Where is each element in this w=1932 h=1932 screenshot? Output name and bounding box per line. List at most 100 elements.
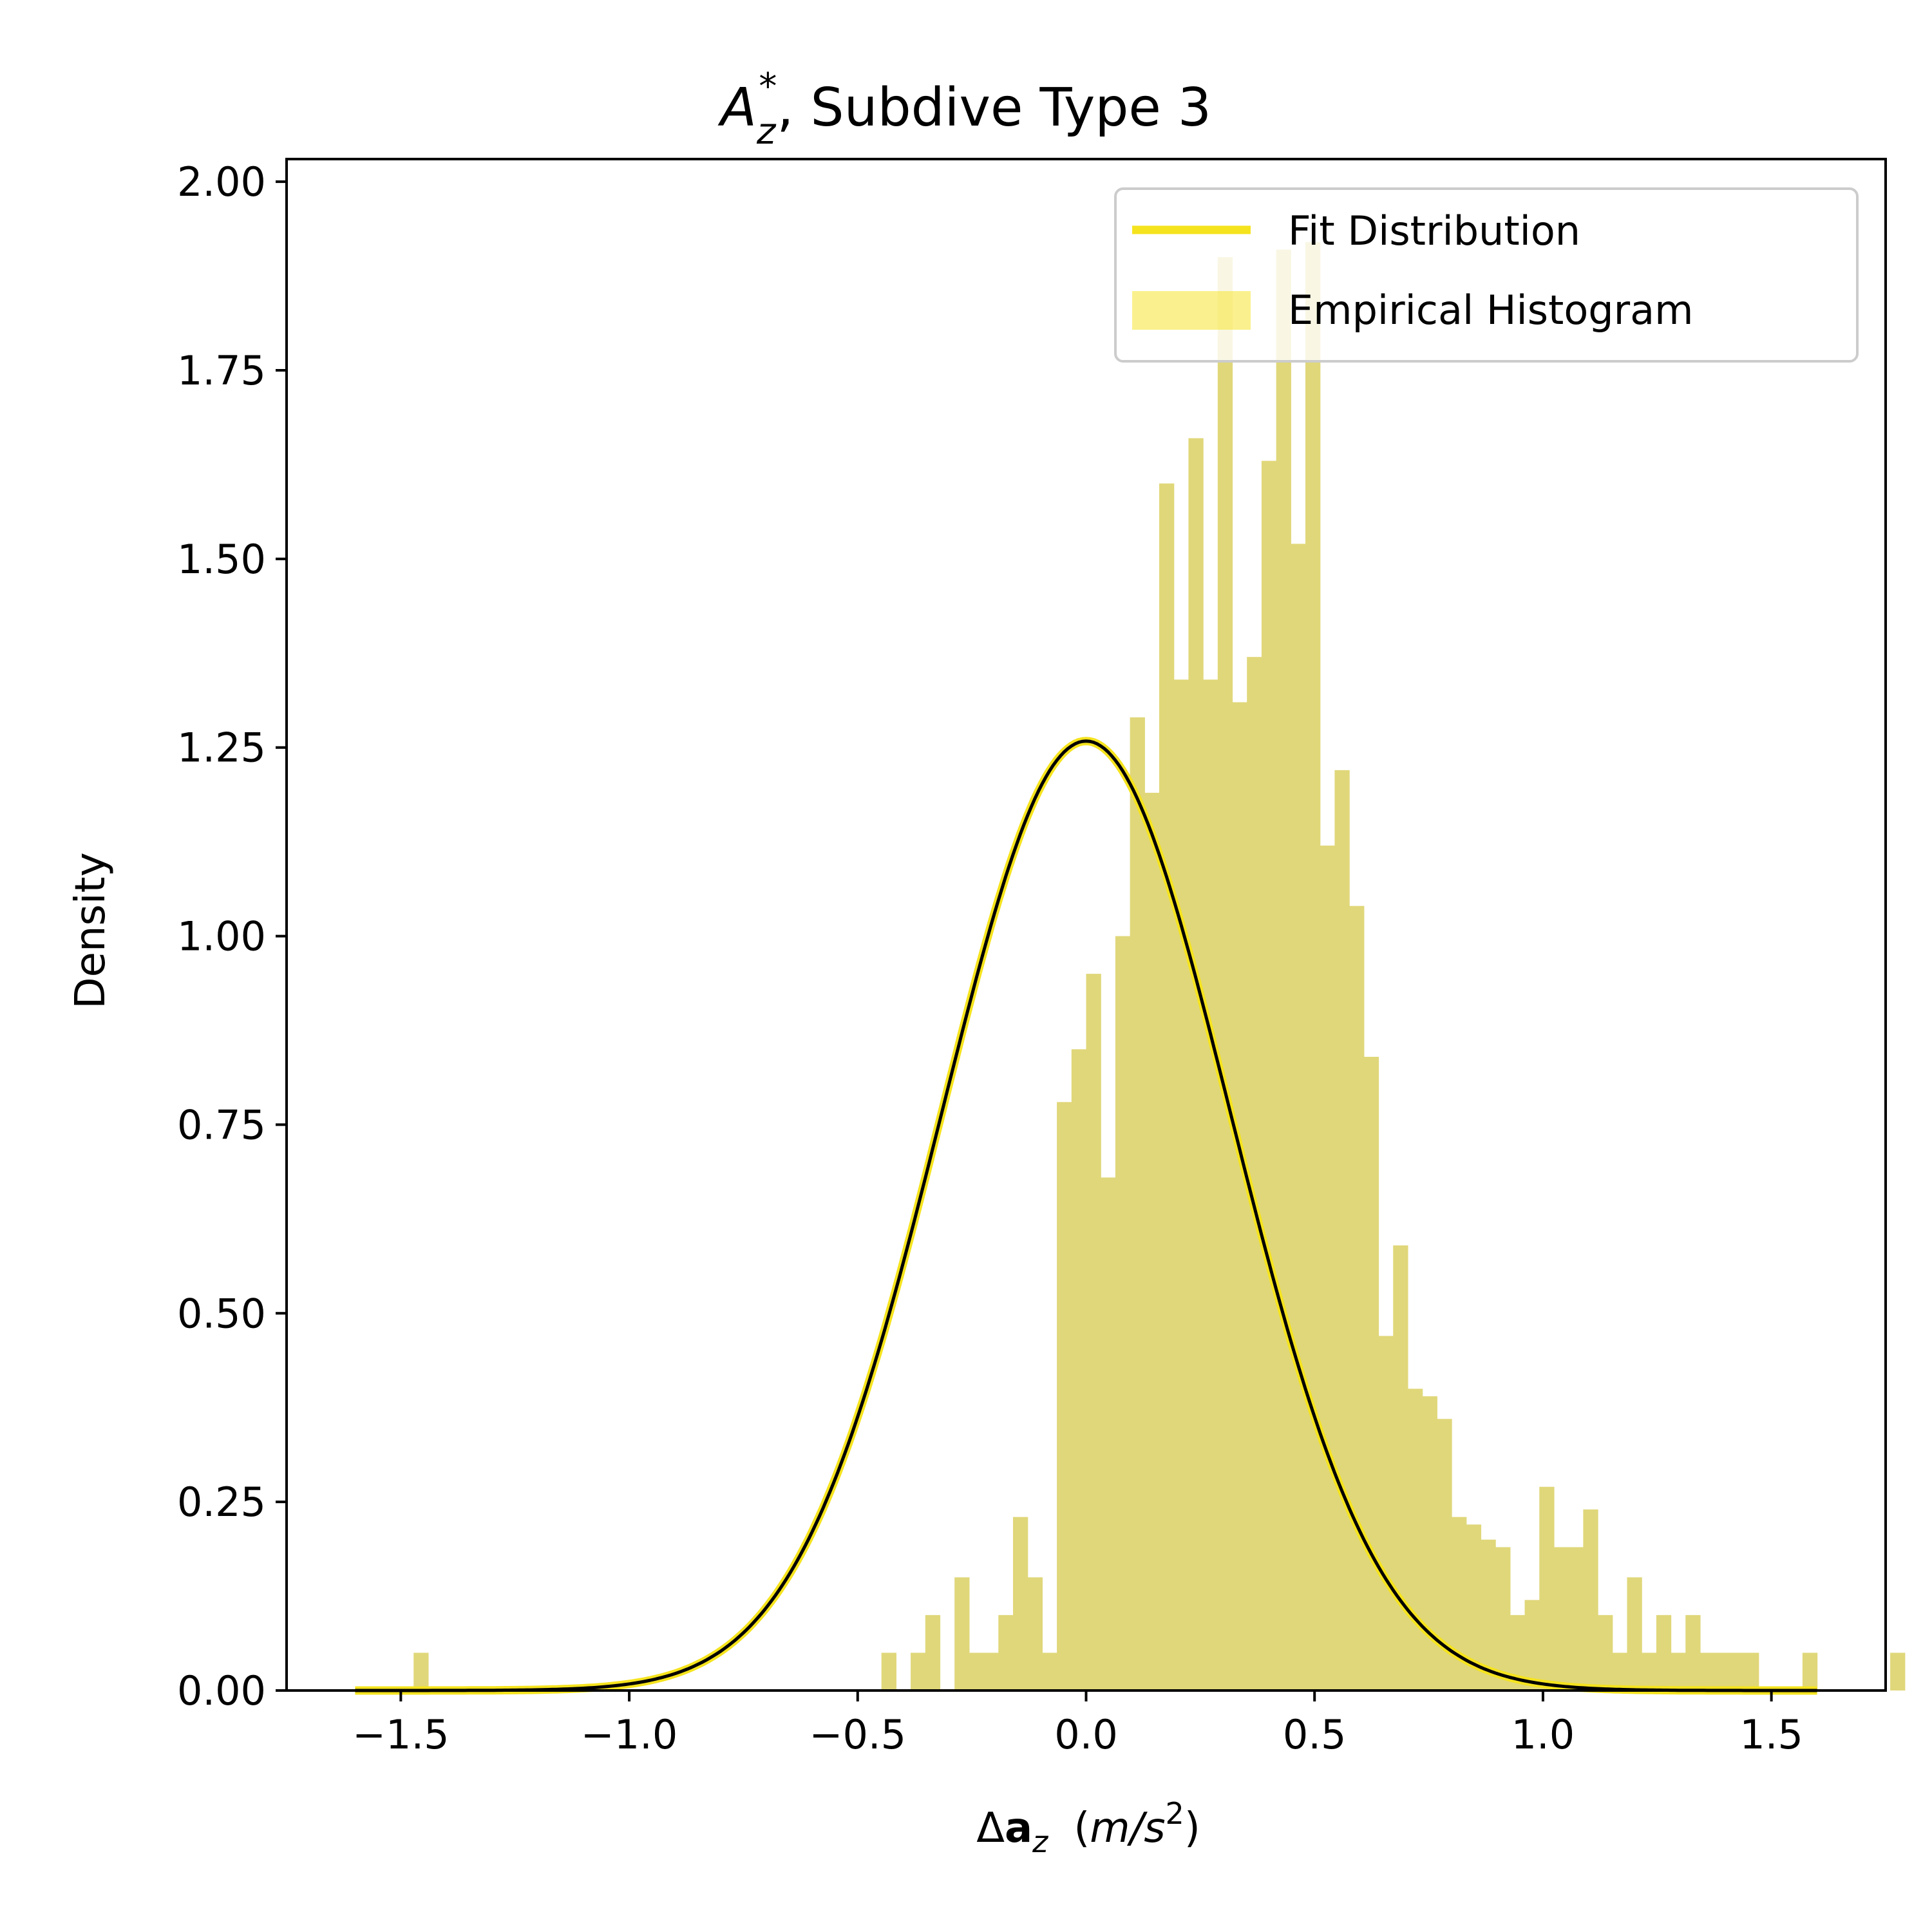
fit-curve-black [355,739,1817,1692]
histogram-bar [1276,249,1291,1690]
histogram-bar [1642,1653,1657,1690]
y-tick-label: 1.00 [177,913,266,960]
histogram-bar [1452,1517,1467,1690]
x-tick-label: 1.5 [1739,1711,1803,1758]
histogram-bar [1144,793,1160,1690]
xlabel-unit-open: ( [1074,1804,1090,1852]
xlabel-prefix: Δ [976,1804,1005,1852]
histogram-bar [954,1577,970,1690]
histogram-bar [1656,1615,1672,1690]
title-sup: * [759,66,777,108]
histogram-bar [1422,1396,1437,1690]
y-axis-label: Density [67,852,115,1009]
histogram-bar [983,1653,999,1690]
y-tick-label: 0.00 [177,1667,266,1714]
histogram-bar [1101,1177,1116,1690]
histogram-bar [1188,438,1204,1690]
histogram-bar [1320,846,1336,1690]
xlabel-unit-close: ) [1184,1804,1200,1852]
histogram-bar [1247,657,1262,1691]
histogram-bar [1466,1524,1482,1690]
chart-title: Az*, Subdive Type 3 [717,66,1211,153]
histogram-bars [413,242,1906,1691]
histogram-bar [1539,1486,1555,1690]
histogram-bar [969,1653,985,1690]
x-tick-label: 1.0 [1511,1711,1575,1758]
histogram-bar [925,1615,941,1690]
x-axis-label: Δaz (m/s2) [976,1796,1200,1859]
title-prefix: A [717,77,757,138]
histogram-bar [1729,1653,1745,1690]
histogram-bar [1334,770,1350,1690]
histogram-bar [1071,1049,1087,1690]
x-tick-label: −0.5 [810,1711,907,1758]
x-tick-label: 0.5 [1283,1711,1347,1758]
histogram-bar [1627,1577,1642,1690]
histogram-bar [1349,905,1365,1690]
histogram-bar [1130,717,1145,1690]
histogram-bar [1553,1547,1569,1690]
x-tick-label: −1.5 [352,1711,450,1758]
title-rest: , Subdive Type 3 [777,77,1211,138]
histogram-bar [1437,1419,1452,1690]
histogram-bar [1057,1102,1072,1690]
y-tick-label: 0.75 [177,1101,266,1148]
y-tick-label: 2.00 [177,158,266,205]
y-tick-label: 1.50 [177,536,266,583]
histogram-bar [998,1615,1014,1690]
histogram-bar [1714,1653,1730,1690]
histogram-bar [1583,1509,1598,1690]
histogram-bar [1393,1245,1408,1690]
histogram-bar [1407,1388,1423,1690]
legend: Fit Distribution Empirical Histogram [1114,187,1859,363]
histogram-bar [1203,679,1218,1690]
histogram-bar [1261,460,1277,1690]
histogram-bar [1495,1547,1511,1690]
histogram-bar [1217,257,1233,1691]
y-tick-label: 1.25 [177,724,266,772]
y-tick-label: 0.25 [177,1479,266,1526]
histogram-bar [1159,483,1175,1690]
histogram-bar [1744,1653,1759,1690]
xlabel-unit-sup: 2 [1166,1796,1184,1831]
y-tick-label: 1.75 [177,347,266,394]
legend-hist-label: Empirical Histogram [1288,287,1694,334]
title-sub: z [756,111,777,153]
histogram-bar [1378,1336,1394,1690]
histogram-bar [1042,1653,1057,1690]
histogram-bar [1027,1577,1043,1690]
histogram-bar [1685,1615,1701,1690]
x-tick-label: 0.0 [1054,1711,1118,1758]
histogram-bar [1086,974,1101,1690]
y-tick-label: 0.50 [177,1290,266,1337]
histogram-bar [1568,1547,1584,1690]
x-axis-ticks: −1.5 −1.0 −0.5 0.0 0.5 1.0 1.5 [352,1690,1803,1758]
x-tick-label: −1.0 [581,1711,678,1758]
histogram-bar [1363,1057,1379,1690]
histogram-bar [911,1653,926,1690]
y-axis-ticks: 0.00 0.25 0.50 0.75 1.00 1.25 1.50 1.75 2.00 [177,158,287,1714]
histogram-bar [1524,1600,1540,1690]
histogram-bar [1671,1653,1686,1690]
legend-hist-swatch [1132,291,1251,330]
histogram-bar [1291,544,1306,1690]
histogram-bar [1232,702,1247,1690]
histogram-bar [1700,1653,1716,1690]
histogram-bar [881,1653,896,1690]
histogram-bar [1890,1653,1906,1690]
legend-box [1114,187,1859,363]
xlabel-unit-italic: m/s [1090,1804,1165,1852]
histogram-bar [1802,1653,1818,1690]
histogram-bar [1510,1615,1526,1690]
legend-fit-label: Fit Distribution [1288,207,1580,254]
histogram-bar [1612,1653,1628,1690]
xlabel-sub: z [1032,1824,1048,1859]
histogram-bar [413,1653,429,1690]
histogram-bar [1305,242,1321,1690]
xlabel-bold: a [1005,1804,1032,1852]
histogram-bar [1115,936,1131,1690]
histogram-bar [1598,1615,1613,1690]
histogram-bar [1012,1517,1028,1690]
histogram-bar [1173,679,1189,1690]
